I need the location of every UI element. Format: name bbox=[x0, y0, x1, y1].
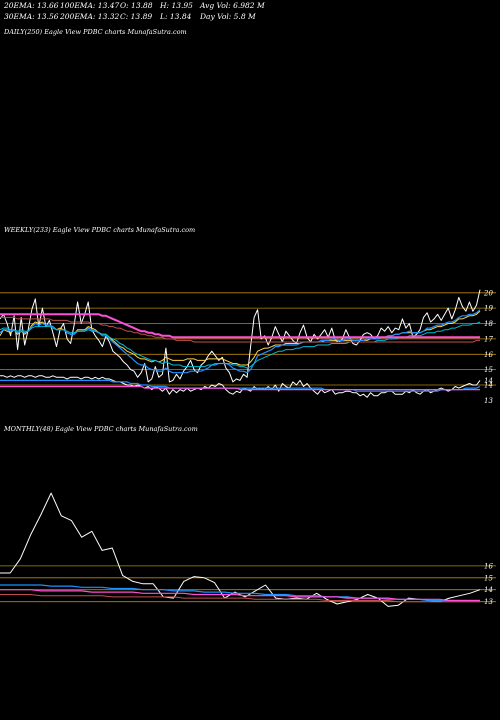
weekly-y-tick-label: 14 bbox=[484, 382, 493, 390]
monthly-y-tick-label: 13 bbox=[484, 598, 493, 606]
weekly-y-tick-label: 14 bbox=[484, 377, 493, 385]
ema30-stat: 30EMA: 13.56 bbox=[4, 12, 59, 21]
weekly-series-ema_slow bbox=[0, 316, 480, 343]
weekly-panel-label: WEEKLY(233) Eagle View PDBC charts Munaf… bbox=[4, 226, 196, 234]
weekly-series-price bbox=[0, 289, 481, 383]
weekly-y-tick-label: 13 bbox=[484, 397, 493, 405]
ema20-stat: 20EMA: 13.66 bbox=[4, 1, 59, 10]
weekly-y-tick-label: 17 bbox=[484, 335, 493, 343]
weekly-series-ema_short bbox=[0, 309, 481, 374]
ema100-stat: 100EMA: 13.47 bbox=[60, 1, 120, 10]
weekly-series-ema_lower_2 bbox=[0, 385, 480, 391]
weekly-series-ema_lower_1 bbox=[0, 379, 481, 392]
monthly-series-ema_long bbox=[0, 589, 480, 602]
low-stat: L: 13.84 bbox=[160, 12, 192, 21]
stats-bar: 20EMA: 13.66 100EMA: 13.47 O: 13.88 H: 1… bbox=[0, 0, 500, 24]
weekly-panel: 13 14 15 16 17 18 19 20 14 bbox=[0, 289, 496, 405]
ema200-stat: 200EMA: 13.32 bbox=[60, 12, 120, 21]
close-stat: C: 13.89 bbox=[120, 12, 153, 21]
monthly-y-tick-label: 16 bbox=[484, 562, 493, 570]
weekly-series-ema_mid bbox=[0, 321, 481, 369]
daily-panel-label: DAILY(250) Eagle View PDBC charts Munafa… bbox=[4, 28, 187, 36]
avg-vol-stat: Avg Vol: 6.982 M bbox=[200, 1, 265, 10]
monthly-y-tick-label: 14 bbox=[484, 586, 493, 594]
high-stat: H: 13.95 bbox=[160, 1, 193, 10]
weekly-series-ema_long bbox=[0, 313, 480, 339]
weekly-y-tick-label: 20 bbox=[483, 289, 493, 297]
day-vol-stat: Day Vol: 5.8 M bbox=[200, 12, 256, 21]
weekly-y-tick-label: 16 bbox=[484, 351, 493, 359]
weekly-y-tick-label: 15 bbox=[484, 366, 493, 374]
weekly-series-price_lower bbox=[0, 375, 481, 398]
monthly-panel: 13 14 15 16 bbox=[0, 492, 496, 607]
weekly-y-tick-label: 18 bbox=[484, 320, 493, 328]
monthly-series-ema_slow bbox=[0, 594, 480, 603]
weekly-y-tick-label: 19 bbox=[484, 305, 493, 313]
monthly-panel-label: MONTHLY(48) Eagle View PDBC charts Munaf… bbox=[4, 425, 198, 433]
open-stat: O: 13.88 bbox=[120, 1, 153, 10]
monthly-y-tick-label: 15 bbox=[484, 574, 493, 582]
